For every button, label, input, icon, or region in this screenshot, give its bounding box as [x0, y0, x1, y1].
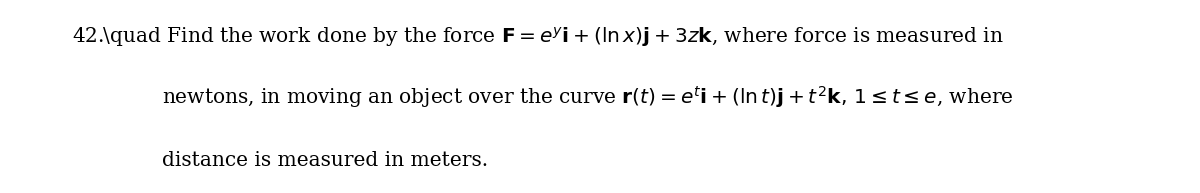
Text: 42.\quad Find the work done by the force $\mathbf{F} = e^y\mathbf{i} + (\ln x)\m: 42.\quad Find the work done by the force…: [72, 25, 1004, 49]
Text: newtons, in moving an object over the curve $\mathbf{r}(t) = e^t\mathbf{i} + (\l: newtons, in moving an object over the cu…: [162, 85, 1014, 110]
Text: distance is measured in meters.: distance is measured in meters.: [162, 151, 488, 170]
